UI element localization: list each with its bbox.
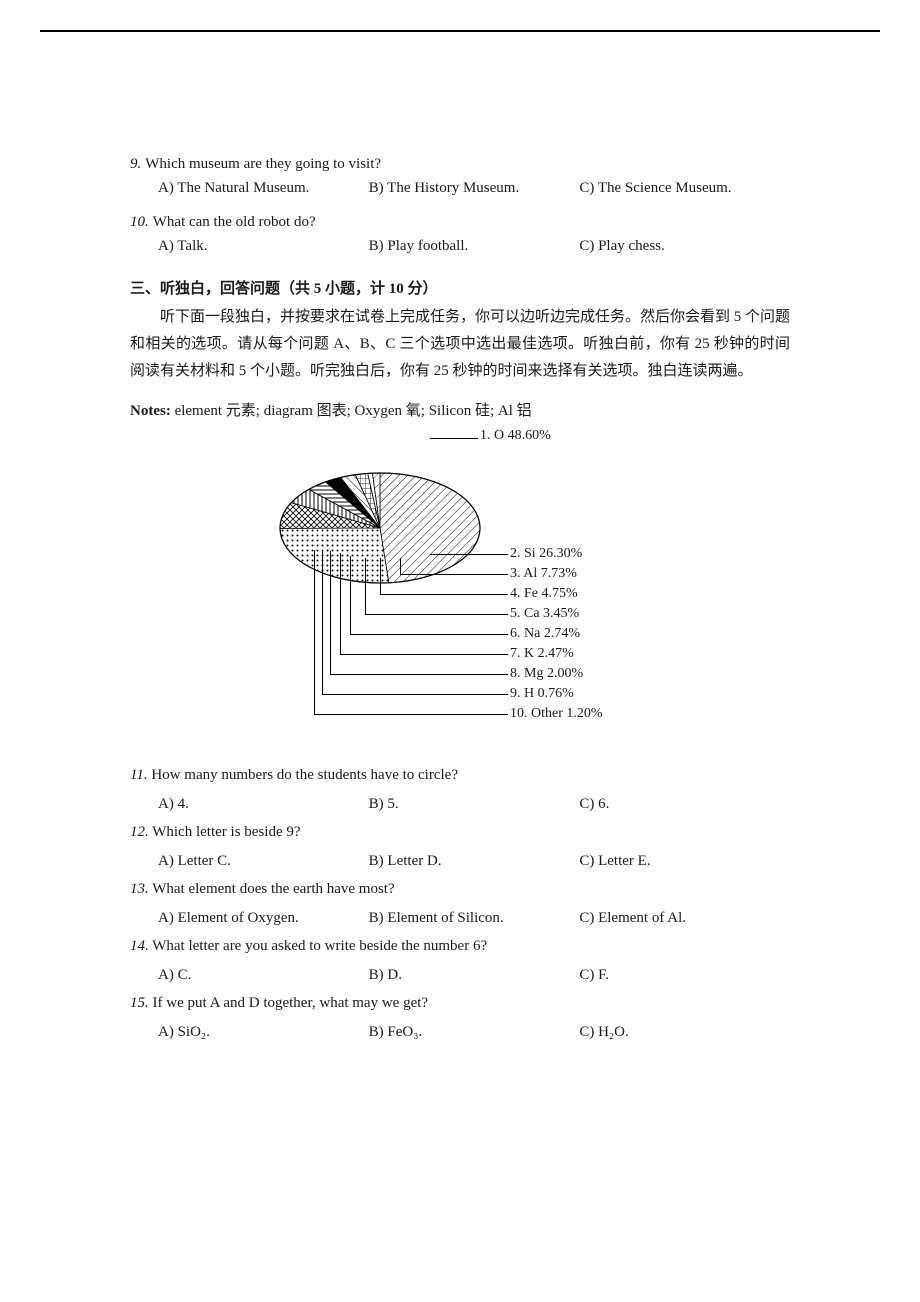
q9-choice-c: C) The Science Museum. (579, 176, 790, 202)
question-13: 13. What element does the earth have mos… (130, 875, 790, 932)
section-3-instructions: 听下面一段独白，并按要求在试卷上完成任务，你可以边听边完成任务。然后你会看到 5… (130, 304, 790, 385)
pie-label-10: 10. Other 1.20% (510, 706, 603, 722)
q14-choice-a: A) C. (158, 961, 369, 990)
q9-text: Which museum are they going to visit? (145, 152, 790, 176)
q11-choice-b: B) 5. (369, 790, 580, 819)
pie-label-1: 1. O 48.60% (480, 428, 551, 444)
q15-number: 15. (130, 995, 149, 1011)
q11-number: 11. (130, 767, 148, 783)
pie-label-5: 5. Ca 3.45% (510, 606, 579, 622)
q14-number: 14. (130, 938, 149, 954)
question-15: 15. If we put A and D together, what may… (130, 989, 790, 1046)
q12-text: Which letter is beside 9? (152, 824, 300, 840)
pie-label-7: 7. K 2.47% (510, 646, 574, 662)
section-3-heading: 三、听独白，回答问题（共 5 小题，计 10 分） (130, 277, 790, 298)
q12-choice-c: C) Letter E. (579, 847, 790, 876)
pie-label-6: 6. Na 2.74% (510, 626, 580, 642)
q10-number: 10. (130, 210, 149, 234)
q12-choice-a: A) Letter C. (158, 847, 369, 876)
question-11: 11. How many numbers do the students hav… (130, 761, 790, 818)
pie-label-4: 4. Fe 4.75% (510, 586, 578, 602)
q10-choice-a: A) Talk. (158, 234, 369, 260)
elements-pie-chart: 1. O 48.60% 2. Si 26.30% 3. Al 7.73% 4. … (130, 428, 790, 743)
q15-choice-c: C) H₂O. (579, 1018, 790, 1047)
pie-label-9: 9. H 0.76% (510, 686, 574, 702)
q12-choice-b: B) Letter D. (369, 847, 580, 876)
q9-number: 9. (130, 152, 141, 176)
q14-text: What letter are you asked to write besid… (152, 938, 487, 954)
q15-choice-b: B) FeO₃. (369, 1018, 580, 1047)
question-14: 14. What letter are you asked to write b… (130, 932, 790, 989)
q10-choice-b: B) Play football. (369, 234, 580, 260)
q13-choice-a: A) Element of Oxygen. (158, 904, 369, 933)
q15-text: If we put A and D together, what may we … (153, 995, 429, 1011)
q14-choice-c: C) F. (579, 961, 790, 990)
q11-choice-a: A) 4. (158, 790, 369, 819)
q11-choice-c: C) 6. (579, 790, 790, 819)
notes-line: Notes: element 元素; diagram 图表; Oxygen 氧;… (130, 399, 790, 420)
q15-choice-a: A) SiO₂. (158, 1018, 369, 1047)
q9-choice-b: B) The History Museum. (369, 176, 580, 202)
q10-text: What can the old robot do? (153, 210, 790, 234)
q14-choice-b: B) D. (369, 961, 580, 990)
q13-text: What element does the earth have most? (152, 881, 394, 897)
q10-choice-c: C) Play chess. (579, 234, 790, 260)
q12-number: 12. (130, 824, 149, 840)
q13-choice-c: C) Element of Al. (579, 904, 790, 933)
notes-label: Notes: (130, 403, 171, 419)
q9-choice-a: A) The Natural Museum. (158, 176, 369, 202)
notes-text: element 元素; diagram 图表; Oxygen 氧; Silico… (171, 403, 532, 419)
question-10: 10. What can the old robot do? A) Talk. … (130, 210, 790, 260)
pie-label-3: 3. Al 7.73% (510, 566, 577, 582)
questions-11-15: 11. How many numbers do the students hav… (130, 761, 790, 1046)
pie-area: 1. O 48.60% 2. Si 26.30% 3. Al 7.73% 4. … (200, 428, 720, 738)
pie-label-2: 2. Si 26.30% (510, 546, 582, 562)
q11-text: How many numbers do the students have to… (151, 767, 458, 783)
question-9: 9. Which museum are they going to visit?… (130, 152, 790, 202)
exam-page: 9. Which museum are they going to visit?… (40, 30, 880, 1106)
q13-choice-b: B) Element of Silicon. (369, 904, 580, 933)
question-12: 12. Which letter is beside 9? A) Letter … (130, 818, 790, 875)
pie-label-8: 8. Mg 2.00% (510, 666, 583, 682)
q13-number: 13. (130, 881, 149, 897)
